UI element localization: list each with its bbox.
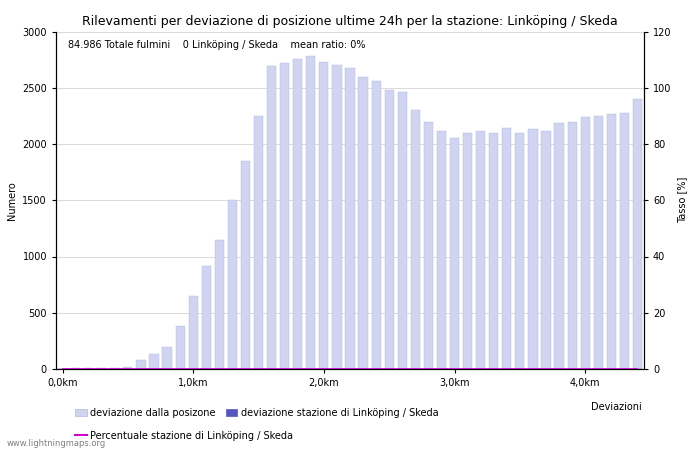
Bar (515, 133, 524, 369)
Bar (162, 346, 172, 369)
Y-axis label: Tasso [%]: Tasso [%] (677, 177, 687, 224)
Bar (110, 368, 120, 369)
Bar (123, 367, 132, 369)
Y-axis label: Numero: Numero (7, 181, 17, 220)
Bar (84, 368, 93, 369)
Bar (202, 266, 211, 369)
Legend: deviazione dalla posizone, deviazione stazione di Linköping / Skeda: deviazione dalla posizone, deviazione st… (75, 408, 439, 418)
Bar (398, 92, 407, 369)
Bar (280, 63, 289, 369)
Bar (241, 161, 250, 369)
Bar (568, 122, 577, 369)
Bar (411, 110, 420, 369)
Bar (424, 122, 433, 369)
Bar (136, 360, 146, 369)
Bar (228, 200, 237, 369)
Bar (633, 99, 642, 369)
Bar (541, 130, 551, 369)
Bar (267, 66, 276, 369)
Text: Deviazioni: Deviazioni (592, 402, 643, 412)
Bar (215, 239, 224, 369)
Bar (319, 62, 328, 369)
Bar (254, 116, 263, 369)
Bar (463, 133, 473, 369)
Bar (607, 113, 616, 369)
Bar (176, 326, 185, 369)
Bar (306, 56, 316, 369)
Title: Rilevamenti per deviazione di posizione ultime 24h per la stazione: Linköping / : Rilevamenti per deviazione di posizione … (82, 14, 618, 27)
Bar (476, 130, 485, 369)
Bar (594, 116, 603, 369)
Text: 84.986 Totale fulmini    0 Linköping / Skeda    mean ratio: 0%: 84.986 Totale fulmini 0 Linköping / Sked… (68, 40, 365, 50)
Bar (554, 122, 564, 369)
Text: www.lightningmaps.org: www.lightningmaps.org (7, 439, 106, 448)
Bar (332, 65, 342, 369)
Bar (372, 81, 381, 369)
Bar (502, 128, 512, 369)
Bar (580, 117, 590, 369)
Bar (437, 130, 446, 369)
Bar (97, 368, 106, 369)
Bar (358, 76, 368, 369)
Bar (528, 130, 538, 369)
Legend: Percentuale stazione di Linköping / Skeda: Percentuale stazione di Linköping / Sked… (75, 431, 293, 441)
Bar (293, 58, 302, 369)
Bar (384, 90, 394, 369)
Bar (489, 133, 498, 369)
Bar (345, 68, 355, 369)
Bar (450, 139, 459, 369)
Bar (620, 112, 629, 369)
Bar (149, 355, 159, 369)
Bar (188, 296, 198, 369)
